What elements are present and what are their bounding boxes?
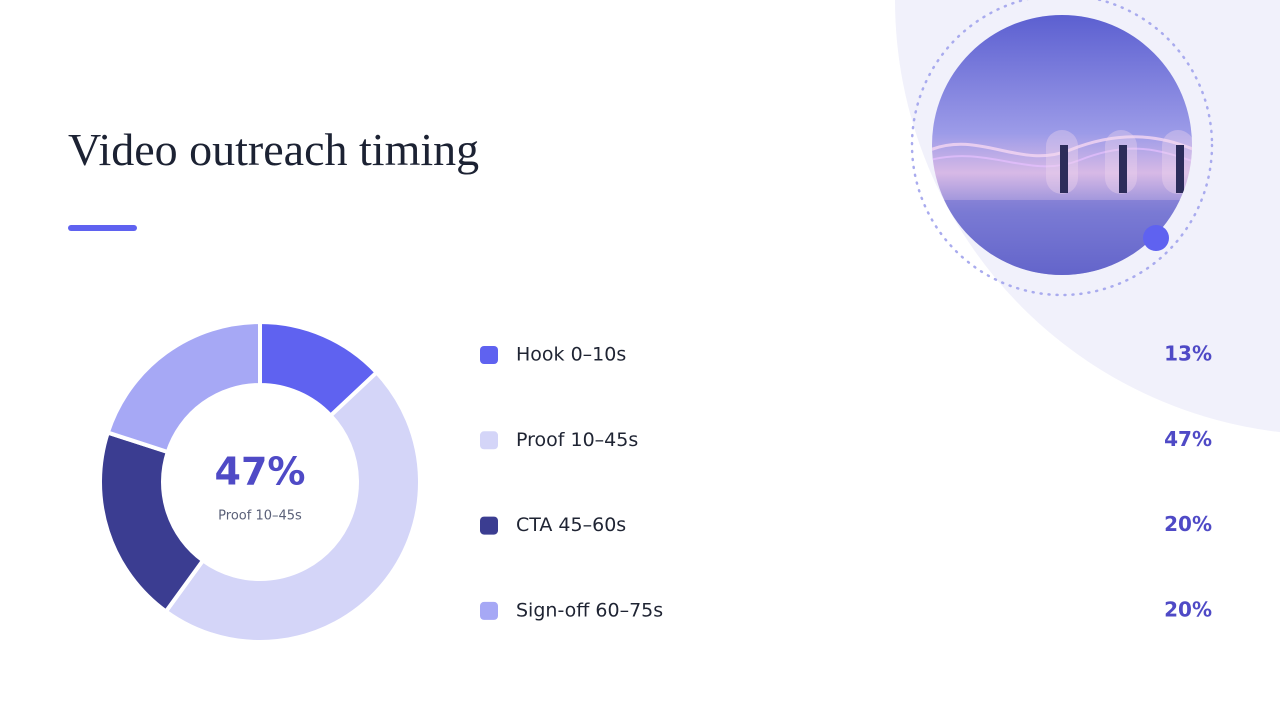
legend-value: 20% — [1164, 597, 1212, 621]
chart-title: Video outreach timing — [68, 124, 479, 175]
legend-swatch — [480, 431, 498, 450]
legend-swatch — [480, 346, 498, 364]
legend-value: 20% — [1164, 512, 1212, 536]
dotted-ring — [910, 0, 1214, 297]
center-value: 47% — [215, 450, 306, 494]
legend-label: Sign-off 60–75s — [516, 599, 663, 621]
legend-value: 47% — [1164, 427, 1212, 451]
legend-swatch — [480, 601, 498, 620]
legend-value: 13% — [1164, 342, 1212, 366]
legend-label: Proof 10–45s — [516, 429, 638, 451]
donut-slice — [163, 369, 422, 644]
accent-bar — [68, 225, 137, 231]
donut-slice — [105, 319, 262, 455]
legend-label: Hook 0–10s — [516, 344, 626, 366]
donut-slice — [98, 430, 206, 615]
legend-label: CTA 45–60s — [516, 514, 626, 536]
legend-swatch — [480, 516, 498, 535]
center-label: Proof 10–45s — [218, 509, 302, 524]
accent-dot — [1143, 225, 1169, 251]
